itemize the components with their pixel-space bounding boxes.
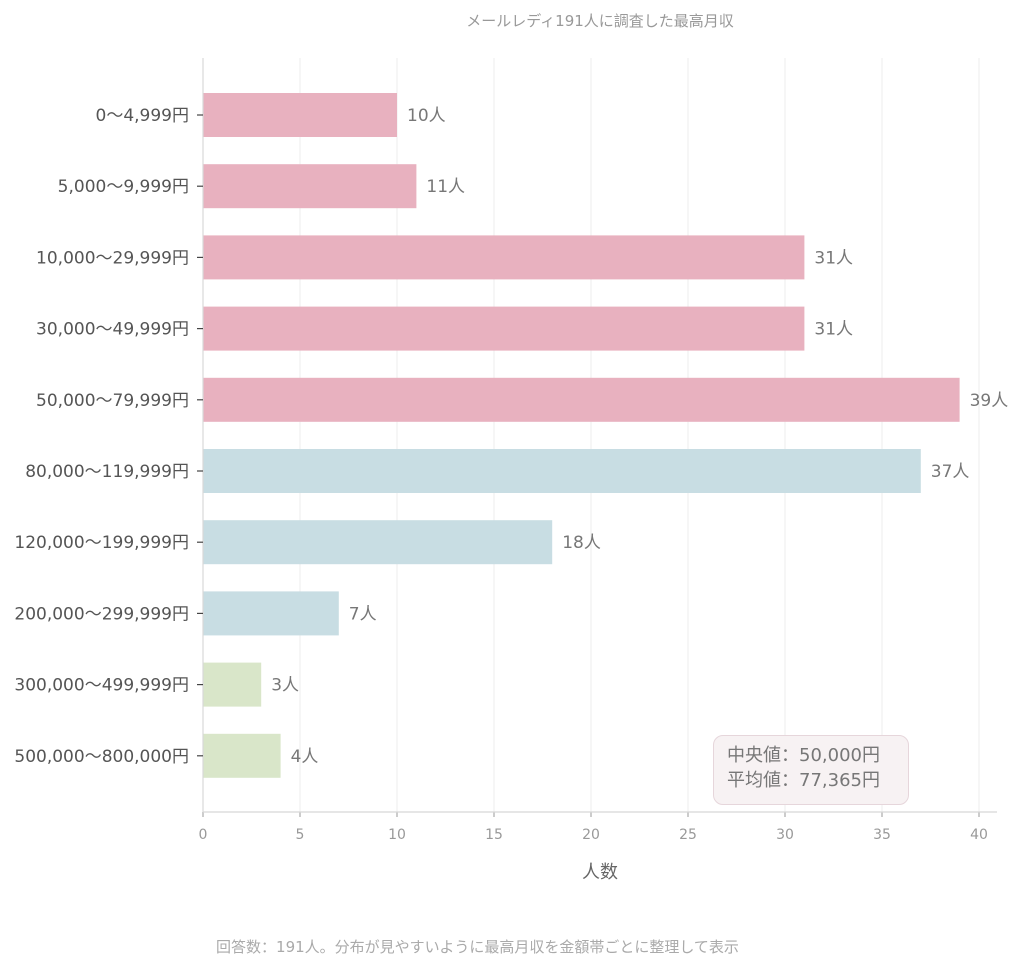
x-tick-label: 5	[296, 827, 305, 843]
y-tick-label: 10,000〜29,999円	[36, 248, 189, 268]
x-tick-label: 20	[582, 827, 600, 843]
footer-note: 回答数：191人。分布が見やすいように最高月収を金額帯ごとに整理して表示	[216, 938, 739, 956]
bar-value-label: 18人	[562, 533, 601, 553]
y-tick-label: 120,000〜199,999円	[14, 533, 189, 553]
bar	[203, 377, 960, 422]
y-tick-label: 500,000〜800,000円	[14, 747, 189, 767]
chart-title: メールレディ191人に調査した最高月収	[466, 12, 734, 30]
bar-value-label: 3人	[271, 676, 299, 696]
mean-label: 平均値：77,365円	[727, 770, 880, 791]
x-tick-label: 40	[970, 827, 988, 843]
bar	[203, 235, 805, 280]
bar-value-label: 11人	[426, 177, 465, 197]
y-tick-label: 50,000〜79,999円	[36, 391, 189, 411]
bar-value-label: 31人	[814, 248, 853, 268]
y-tick-label: 30,000〜49,999円	[36, 320, 189, 340]
x-tick-label: 0	[199, 827, 208, 843]
bar	[203, 449, 921, 493]
median-label: 中央値：50,000円	[727, 745, 880, 766]
bar	[203, 733, 281, 778]
y-tick-label: 0〜4,999円	[96, 106, 189, 126]
bar-value-label: 31人	[814, 320, 853, 340]
bar	[203, 306, 805, 351]
bar-value-label: 7人	[349, 604, 377, 624]
bar-value-label: 10人	[407, 106, 446, 126]
bar	[203, 591, 339, 636]
bar	[203, 520, 553, 565]
x-axis-label: 人数	[582, 862, 618, 883]
x-tick-label: 30	[776, 827, 794, 843]
y-tick-label: 300,000〜499,999円	[14, 676, 189, 696]
y-tick-label: 200,000〜299,999円	[14, 604, 189, 624]
bar-value-label: 37人	[931, 462, 970, 482]
bar	[203, 164, 417, 209]
bar-value-label: 39人	[970, 391, 1009, 411]
x-tick-label: 15	[485, 827, 503, 843]
bar	[203, 93, 397, 137]
bar-value-label: 4人	[291, 747, 319, 767]
bar	[203, 662, 262, 707]
y-tick-label: 80,000〜119,999円	[25, 462, 189, 482]
x-tick-label: 35	[873, 827, 891, 843]
x-tick-label: 10	[388, 827, 406, 843]
y-tick-label: 5,000〜9,999円	[58, 177, 189, 197]
x-tick-label: 25	[679, 827, 697, 843]
summary-stats-box: 中央値：50,000円 平均値：77,365円	[713, 735, 909, 805]
